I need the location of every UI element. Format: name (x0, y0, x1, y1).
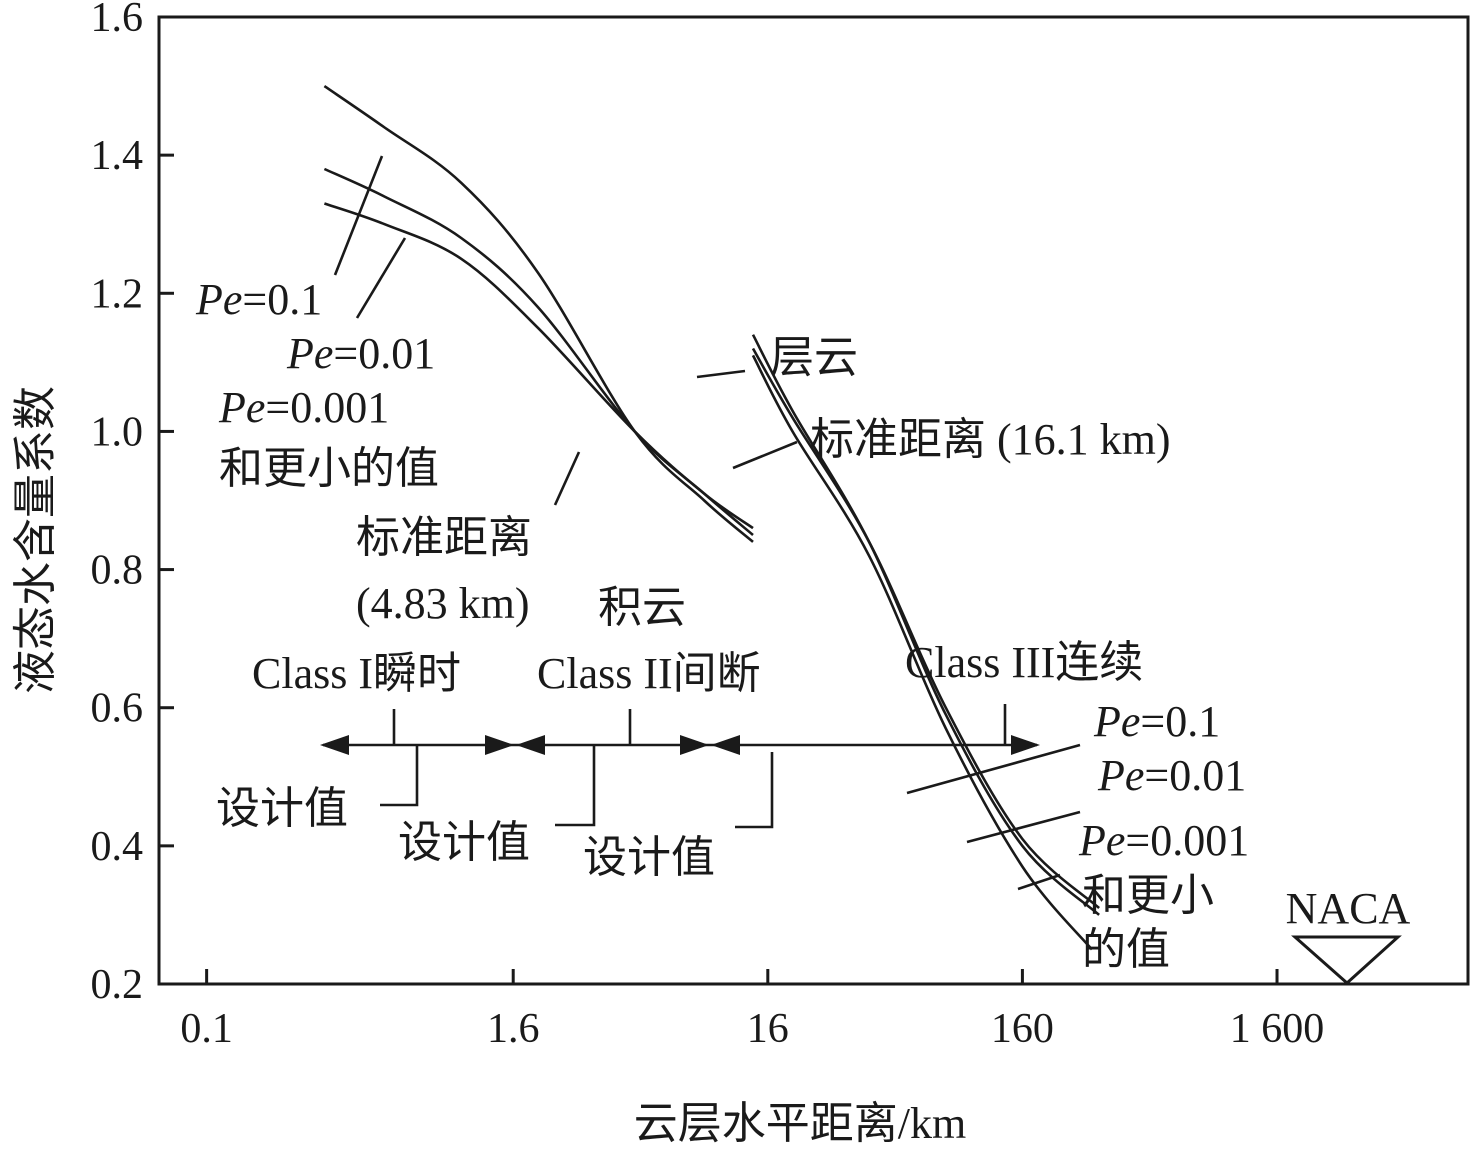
design1-leader (380, 745, 419, 807)
design1-label: 设计值 (216, 784, 348, 833)
class2-label: Class II间断 (537, 649, 761, 698)
y-tick-label: 0.8 (91, 548, 144, 594)
design2-label: 设计值 (398, 818, 530, 867)
x-tick-label: 16 (747, 1006, 789, 1052)
x-axis-title: 云层水平距离/km (634, 1099, 966, 1148)
x-tick-label: 1.6 (487, 1006, 540, 1052)
leader-stratus-name (696, 369, 746, 379)
leader-stratus-pe2 (966, 810, 1081, 844)
stratus-pe3-label-line2: 和更小 (1082, 871, 1214, 920)
cumulus-std-label-line2: (4.83 km) (356, 579, 530, 628)
y-tick-label: 1.4 (91, 133, 144, 179)
series-line-stratus-3 (751, 354, 1093, 951)
naca-label: NACA (1286, 884, 1411, 933)
class2-right-arrowhead (680, 735, 709, 755)
leader-cumulus-pe2 (355, 237, 407, 319)
class3-left-arrowhead (711, 735, 740, 755)
leader-stratus-pe3 (1017, 873, 1061, 891)
stratus-std-label: 标准距离 (16.1 km) (810, 415, 1171, 464)
cumulus-pe1-label: Pe=0.1 (195, 275, 322, 324)
cumulus-std-label-line1: 标准距离 (356, 513, 532, 562)
series-line-cumulus-3 (323, 202, 754, 530)
leader-stratus-pe1 (906, 743, 1081, 795)
leader-cumulus-std (553, 451, 581, 506)
leader-cumulus-pe1 (333, 155, 384, 276)
y-tick-label: 0.6 (91, 686, 144, 732)
plot-frame (157, 15, 1470, 986)
x-tick-label: 160 (991, 1006, 1054, 1052)
class2-left-arrowhead (516, 735, 545, 755)
y-tick-label: 1.6 (91, 0, 144, 41)
design3-leader (735, 752, 774, 829)
cumulus-name-label: 积云 (598, 583, 686, 632)
stratus-pe1-label: Pe=0.1 (1093, 697, 1220, 746)
stratus-pe2-label: Pe=0.01 (1097, 751, 1246, 800)
series-line-stratus-1 (751, 334, 1100, 916)
y-tick-label: 1.2 (91, 271, 144, 317)
leader-stratus-std (732, 440, 798, 470)
stratus-pe3-label: Pe=0.001 (1078, 816, 1249, 865)
x-axis-ticks: 0.1 1.6 16 160 1 600 (180, 969, 1324, 1052)
design3-label: 设计值 (583, 833, 715, 882)
cumulus-pe3-label: Pe=0.001 (218, 383, 389, 432)
x-tick-label: 0.1 (180, 1006, 233, 1052)
class3-right-arrowhead (1011, 735, 1040, 755)
series-line-stratus-2 (751, 347, 1100, 909)
stratus-pe3-label-line3: 的值 (1082, 925, 1170, 974)
x-tick-label: 1 600 (1230, 1006, 1325, 1052)
y-axis-title: 液态水含量系数 (11, 386, 60, 694)
y-axis-ticks: 0.2 0.4 0.6 0.8 1.0 1.2 1.4 1.6 (91, 0, 174, 1008)
y-tick-label: 0.4 (91, 824, 144, 870)
stratus-name-label: 层云 (770, 333, 858, 382)
class1-left-arrowhead (320, 735, 349, 755)
series-layer (323, 85, 1100, 951)
class3-label: Class III连续 (905, 638, 1143, 687)
series-line-cumulus-1 (323, 85, 754, 543)
design2-leader (555, 745, 596, 827)
naca-triangle-marker (1291, 935, 1402, 986)
y-tick-label: 0.2 (91, 962, 144, 1008)
cumulus-pe3-label-line2: 和更小的值 (219, 444, 439, 493)
y-tick-label: 1.0 (91, 409, 144, 455)
cumulus-pe2-label: Pe=0.01 (286, 329, 435, 378)
class1-label: Class I瞬时 (252, 649, 461, 698)
class1-right-arrowhead (485, 735, 514, 755)
